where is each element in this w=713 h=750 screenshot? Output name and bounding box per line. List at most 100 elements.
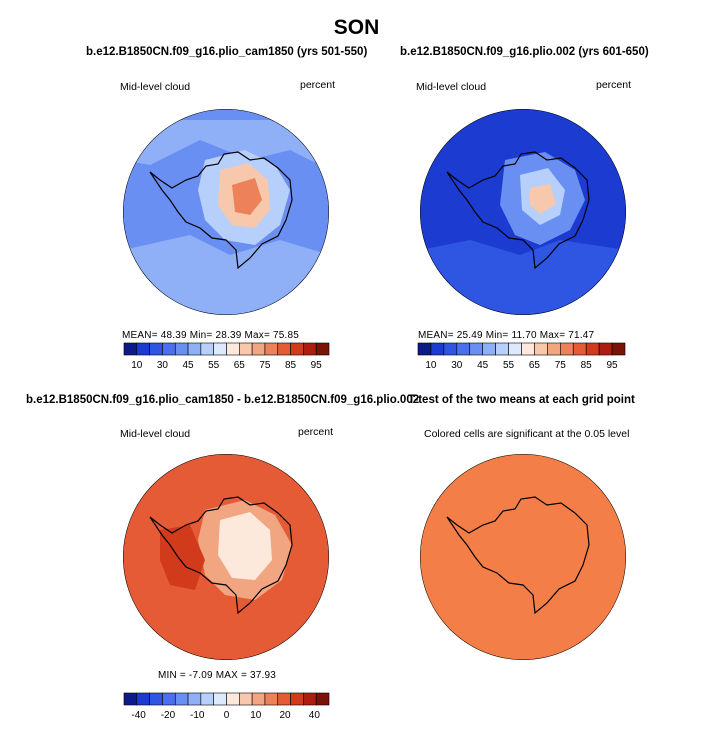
colorbar-2-swatch: [417, 342, 432, 356]
colorbar-1-tick-label: 75: [259, 360, 271, 371]
colorbar-1-swatch: [251, 342, 266, 356]
colorbar-3-swatch: [290, 692, 304, 706]
panel-3-units: percent: [298, 426, 334, 438]
colorbar-3-swatch: [187, 692, 202, 706]
colorbar-2-swatch: [572, 342, 587, 356]
colorbar-2-swatch: [495, 342, 509, 356]
colorbar-1-tick-label: 95: [311, 360, 323, 371]
colorbar-1-swatch: [226, 342, 240, 356]
panel-2-stats: MEAN= 25.49 Min= 11.70 Max= 71.47: [418, 330, 595, 341]
panel-4-subtitle: Colored cells are significant at the 0.0…: [424, 428, 630, 440]
colorbar-1-swatch: [239, 342, 253, 356]
colorbar-1-swatch: [200, 342, 214, 356]
colorbar-2-swatch: [521, 342, 535, 356]
colorbar-3-swatch: [303, 692, 317, 706]
colorbar-1-swatch: [174, 342, 189, 356]
panel-3-left-label: Mid-level cloud: [120, 428, 191, 440]
colorbar-1-swatch: [303, 342, 317, 356]
map-panel-1: [123, 109, 329, 315]
colorbar-2-swatch: [443, 342, 458, 356]
map-2-coastline: [446, 151, 590, 270]
colorbar-2-tick-label: 65: [529, 360, 541, 371]
colorbar-2-tick-label: 10: [425, 360, 437, 371]
panel-2-title: b.e12.B1850CN.f09_g16.plio.002 (yrs 601-…: [400, 46, 649, 58]
map-1-interior-cloud-max: [232, 178, 262, 215]
colorbar-2-swatch: [508, 342, 522, 356]
colorbar-3-swatch: [277, 692, 291, 706]
map-1-cloud-band-south: [123, 235, 329, 315]
colorbar-3-tick-label: 40: [309, 710, 321, 721]
map-4-coastline: [446, 496, 590, 615]
colorbar-1-swatch: [123, 342, 138, 356]
colorbar-3-tick-label: -10: [190, 710, 205, 721]
colorbar-1-swatch: [187, 342, 202, 356]
colorbar-2-swatch: [456, 342, 471, 356]
colorbar-2-swatch: [469, 342, 483, 356]
colorbar-2-swatch: [547, 342, 561, 356]
colorbar-2-swatch: [534, 342, 548, 356]
colorbar-1-swatch: [315, 342, 330, 356]
colorbar-3-tick-label: 0: [224, 710, 230, 721]
colorbar-2-swatch: [598, 342, 613, 356]
colorbar-1-tick-label: 65: [234, 360, 246, 371]
map-2-interior-cloud-max: [530, 184, 556, 214]
colorbar-3-swatch: [239, 692, 253, 706]
colorbar-3-swatch: [226, 692, 240, 706]
panel-1-left-label: Mid-level cloud: [120, 81, 191, 93]
map-panel-4: [420, 454, 626, 660]
panel-3-stats: MIN = -7.09 MAX = 37.93: [158, 670, 276, 681]
map-panel-3: [123, 454, 329, 660]
panel-2-units: percent: [596, 79, 632, 91]
colorbar-3-swatch: [149, 692, 163, 706]
colorbar-2-tick-label: 75: [555, 360, 567, 371]
colorbar-2-tick-label: 85: [581, 360, 593, 371]
colorbar-1: 10 30 45 55 65 75 85 95: [123, 342, 330, 371]
colorbar-2: 10 30 45 55 65 75 85 95: [417, 342, 626, 371]
colorbar-1-swatch: [290, 342, 304, 356]
colorbar-3-swatch: [174, 692, 189, 706]
map-panel-2: [420, 109, 626, 315]
colorbar-3-swatch: [136, 692, 150, 706]
colorbar-1-tick-label: 85: [285, 360, 297, 371]
colorbar-3-swatch: [123, 692, 138, 706]
colorbar-3-tick-label: 20: [280, 710, 292, 721]
colorbar-2-swatch: [560, 342, 574, 356]
colorbar-3-swatch: [251, 692, 266, 706]
colorbar-1-tick-label: 30: [157, 360, 169, 371]
colorbar-3-swatch: [264, 692, 279, 706]
page-title: SON: [333, 16, 380, 39]
colorbar-3-swatch: [162, 692, 176, 706]
panel-3-title: b.e12.B1850CN.f09_g16.plio_cam1850 - b.e…: [26, 394, 420, 406]
colorbar-1-swatch: [162, 342, 176, 356]
colorbar-3: -40 -20 -10 0 10 20 40: [123, 692, 330, 721]
map-3-west-diff: [160, 525, 205, 590]
map-4-background: [420, 454, 626, 660]
colorbar-2-swatch: [430, 342, 445, 356]
map-1-coastline: [149, 151, 293, 270]
map-3-interior-diff-low: [218, 512, 272, 580]
colorbar-1-tick-label: 45: [183, 360, 195, 371]
map-1-cloud-band-north: [123, 120, 329, 170]
map-2-cloud-band-south: [420, 240, 626, 315]
colorbar-1-swatch: [277, 342, 291, 356]
colorbar-1-tick-label: 55: [208, 360, 220, 371]
colorbar-1-swatch: [136, 342, 150, 356]
panel-1-units: percent: [300, 79, 336, 91]
colorbar-2-tick-label: 30: [451, 360, 463, 371]
colorbar-2-swatch: [611, 342, 626, 356]
colorbar-2-swatch: [482, 342, 496, 356]
colorbar-2-tick-label: 55: [503, 360, 515, 371]
colorbar-3-swatch: [213, 692, 227, 706]
map-3-coastline: [149, 496, 293, 615]
colorbar-1-swatch: [213, 342, 227, 356]
colorbar-1-swatch: [264, 342, 279, 356]
colorbar-1-swatch: [149, 342, 163, 356]
colorbar-1-tick-label: 10: [131, 360, 143, 371]
colorbar-2-tick-label: 95: [607, 360, 619, 371]
colorbar-3-swatch: [315, 692, 330, 706]
colorbar-2-swatch: [585, 342, 600, 356]
colorbar-3-tick-label: 10: [250, 710, 262, 721]
panel-1-title: b.e12.B1850CN.f09_g16.plio_cam1850 (yrs …: [86, 46, 368, 58]
colorbar-3-tick-label: -40: [131, 710, 146, 721]
